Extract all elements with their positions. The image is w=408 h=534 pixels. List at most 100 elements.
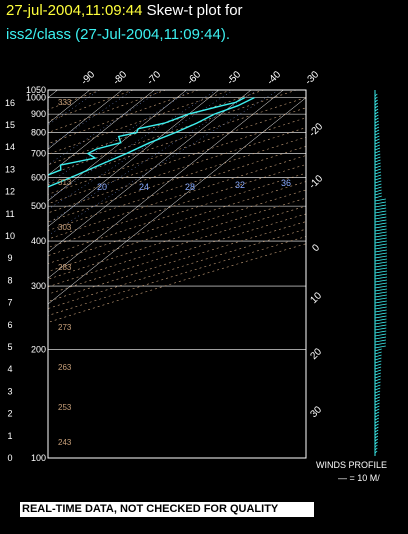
wind-barb <box>374 318 387 322</box>
wind-barb <box>374 402 380 406</box>
height-tick-label: 8 <box>7 275 12 285</box>
temperature-top-label: -60 <box>185 69 203 87</box>
wind-barb <box>374 138 380 142</box>
wind-barb <box>374 159 381 163</box>
wind-barb <box>374 432 379 436</box>
wind-barb <box>374 441 378 445</box>
dry-adiabat-line <box>48 107 306 195</box>
mixing-ratio-label: 24 <box>139 182 149 192</box>
wind-barb <box>374 390 381 394</box>
temperature-right-label: 20 <box>308 346 324 362</box>
wind-barb <box>374 354 382 358</box>
wind-barb <box>374 183 382 187</box>
wind-barb <box>374 279 388 283</box>
wind-barb <box>374 243 387 247</box>
wind-barb <box>374 186 382 190</box>
dry-adiabat-line <box>48 90 166 133</box>
wind-barb <box>374 144 380 148</box>
isotherm-line <box>48 90 155 176</box>
dewpoint-trace <box>48 96 246 176</box>
wind-barb <box>374 252 387 256</box>
wind-barb <box>374 381 381 385</box>
wind-barb <box>374 291 387 295</box>
wind-barb <box>374 201 387 205</box>
wind-barb <box>374 312 387 316</box>
temperature-right-label: 0 <box>310 242 322 254</box>
adiabat-label: 263 <box>58 363 72 372</box>
wind-barb <box>374 105 379 109</box>
wind-barb <box>374 306 387 310</box>
title-label: Skew-t plot for <box>146 2 243 19</box>
wind-barb <box>374 357 382 361</box>
wind-barb <box>374 315 387 319</box>
pressure-tick-label: 1050 <box>26 85 46 95</box>
temperature-right-label: -20 <box>307 121 325 139</box>
plot-area <box>48 90 306 350</box>
wind-barb <box>374 204 387 208</box>
wind-barb <box>374 339 387 343</box>
wind-barb <box>374 321 387 325</box>
dry-adiabat-line <box>48 97 306 186</box>
wind-barb <box>374 246 387 250</box>
wind-barb <box>374 297 387 301</box>
isotherm-line <box>48 90 252 253</box>
wind-barb <box>374 180 382 184</box>
winds-profile-label: WINDS PROFILE <box>316 460 388 470</box>
wind-barb <box>374 345 386 349</box>
height-tick-label: 1 <box>7 431 12 441</box>
wind-barb <box>374 393 381 397</box>
wind-barb <box>374 150 381 154</box>
wind-barb <box>374 342 386 346</box>
pressure-tick-label: 100 <box>31 453 46 463</box>
wind-barb <box>374 294 387 298</box>
height-tick-label: 0 <box>7 453 12 463</box>
temperature-top-label: -40 <box>265 69 283 87</box>
wind-barb <box>374 414 380 418</box>
wind-barb <box>374 207 387 211</box>
height-tick-label: 11 <box>5 209 14 219</box>
wind-barb <box>374 324 387 328</box>
wind-barb <box>374 450 378 454</box>
wind-barb <box>374 288 387 292</box>
wind-barb <box>374 237 387 241</box>
height-tick-label: 13 <box>5 164 15 174</box>
mixing-ratio-line <box>48 90 134 148</box>
wind-barb <box>374 165 381 169</box>
wind-barb <box>374 420 379 424</box>
pressure-tick-label: 500 <box>31 201 46 211</box>
pressure-tick-label: 400 <box>31 236 46 246</box>
mixing-ratio-label: 36 <box>281 178 291 188</box>
pressure-tick-label: 800 <box>31 128 46 138</box>
wind-barb <box>374 438 379 442</box>
wind-barb <box>374 444 378 448</box>
height-tick-label: 4 <box>7 364 12 374</box>
adiabat-label: 243 <box>58 438 72 447</box>
wind-barb <box>374 285 388 289</box>
pressure-tick-label: 300 <box>31 281 46 291</box>
dry-adiabat-line <box>48 127 306 214</box>
wind-barb <box>374 255 388 259</box>
wind-barb <box>374 123 380 127</box>
title-datetime: 27-jul-2004,11:09:44 <box>6 2 143 19</box>
height-tick-label: 6 <box>7 320 12 330</box>
isotherm-line <box>48 90 187 202</box>
wind-barb <box>374 258 388 262</box>
wind-barb <box>374 330 387 334</box>
dry-adiabat-line <box>48 90 199 145</box>
wind-barb <box>374 348 382 352</box>
wind-barb <box>374 111 379 115</box>
temperature-right-label: 30 <box>308 404 324 420</box>
plot-frame <box>47 89 307 459</box>
wind-barb <box>374 219 387 223</box>
wind-barb <box>374 405 380 409</box>
height-tick-label: 10 <box>5 231 15 241</box>
wind-barb <box>374 369 382 373</box>
wind-barb <box>374 417 380 421</box>
height-tick-label: 2 <box>7 409 12 419</box>
wind-barb <box>374 363 382 367</box>
wind-barb <box>374 264 388 268</box>
wind-barb <box>374 195 382 199</box>
wind-barb <box>374 303 387 307</box>
dry-adiabat-line <box>48 243 306 323</box>
